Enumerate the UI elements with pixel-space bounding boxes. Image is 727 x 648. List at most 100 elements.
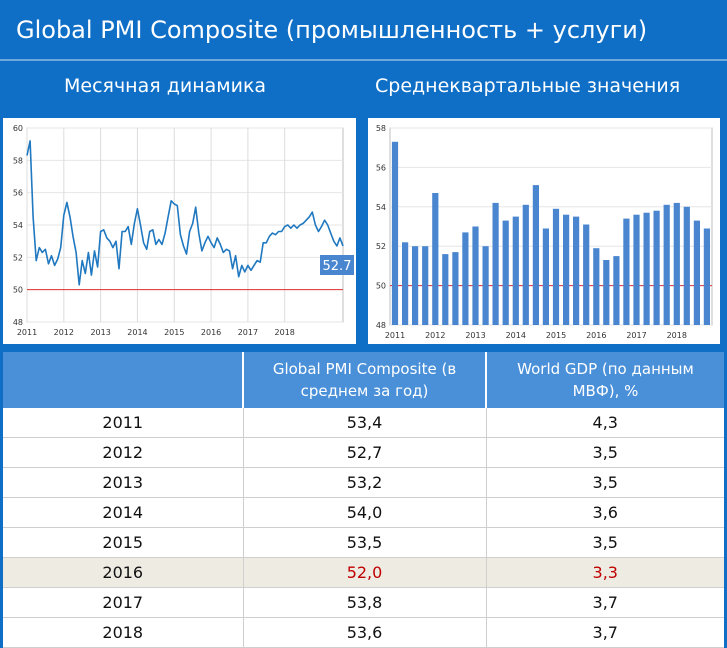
y-tick-label: 60 — [13, 124, 23, 133]
quarter-bar — [683, 206, 690, 325]
x-tick-label: 2014 — [127, 328, 147, 337]
table-header-year — [3, 352, 244, 408]
y-tick-label: 56 — [13, 189, 23, 198]
x-tick-label: 2013 — [90, 328, 110, 337]
quarter-bar — [643, 212, 650, 325]
x-tick-label: 2012 — [54, 328, 74, 337]
table-cell-year: 2011 — [3, 408, 244, 438]
quarter-bar — [492, 202, 499, 325]
quarter-bar — [482, 246, 489, 325]
x-tick-label: 2011 — [17, 328, 37, 337]
table-header-pmi: Global PMI Composite (в среднем за год) — [243, 352, 487, 408]
table-cell-pmi: 53,4 — [243, 408, 487, 438]
table-cell-year: 2015 — [3, 527, 244, 558]
table-cell-gdp: 3,6 — [486, 497, 724, 528]
table-cell-gdp: 3,7 — [486, 587, 724, 618]
x-tick-label: 2016 — [201, 328, 221, 337]
x-tick-label: 2014 — [506, 331, 526, 340]
quarter-bar — [452, 252, 459, 325]
table-row: 2017 53,8 3,7 — [3, 587, 724, 618]
x-tick-label: 2018 — [275, 328, 295, 337]
table-row: 2013 53,2 3,5 — [3, 467, 724, 498]
x-tick-label: 2015 — [164, 328, 184, 337]
table-row: 2016 52,0 3,3 — [3, 557, 724, 588]
table-row: 2015 53,5 3,5 — [3, 527, 724, 558]
table-cell-pmi: 53,2 — [243, 467, 487, 498]
x-tick-label: 2015 — [546, 331, 566, 340]
x-tick-label: 2012 — [425, 331, 445, 340]
y-tick-label: 54 — [13, 221, 23, 230]
quarter-bar — [442, 254, 449, 325]
quarter-bar — [583, 224, 590, 325]
quarter-bar — [573, 216, 580, 325]
quarterly-bar-chart: 48 50 52 54 56 58 2011 2012 2013 2014 2015 2016 2017… — [376, 124, 713, 340]
quarter-bar — [512, 216, 519, 325]
y-tick-label: 58 — [13, 156, 23, 165]
monthly-chart-panel: 48 50 52 54 56 58 60 2011 2012 2013 2014 2015 2016 20… — [3, 118, 356, 344]
y-tick-label: 50 — [13, 286, 23, 295]
summary-table-wrap: Global PMI Composite (в среднем за год) … — [3, 352, 724, 648]
quarter-bar — [693, 220, 700, 325]
table-cell-gdp: 3,7 — [486, 617, 724, 648]
x-tick-label: 2017 — [626, 331, 646, 340]
table-row: 2012 52,7 3,5 — [3, 437, 724, 468]
quarter-bar — [402, 242, 409, 325]
quarter-bar — [422, 246, 429, 325]
y-tick-label: 54 — [376, 203, 386, 212]
quarter-bar — [391, 141, 399, 325]
x-tick-label: 2016 — [586, 331, 606, 340]
monthly-line-chart: 48 50 52 54 56 58 60 2011 2012 2013 2014 2015 2016 20… — [13, 124, 354, 337]
quarter-bar — [522, 204, 529, 325]
table-header-row: Global PMI Composite (в среднем за год) … — [3, 352, 724, 408]
quarter-bar — [412, 246, 419, 325]
quarter-bar — [593, 248, 600, 325]
y-tick-label: 52 — [376, 242, 386, 251]
quarter-bar — [542, 228, 549, 325]
quarter-bar — [432, 193, 439, 325]
last-value-label: 52.7 — [323, 259, 352, 274]
quarter-bar — [532, 185, 539, 325]
y-tick-label: 50 — [376, 282, 386, 291]
quarter-bar — [623, 218, 630, 325]
y-tick-label: 56 — [376, 163, 386, 172]
x-tick-label: 2013 — [465, 331, 485, 340]
y-tick-label: 48 — [376, 321, 386, 330]
quarterly-chart-panel: 48 50 52 54 56 58 2011 2012 2013 2014 2015 2016 2017… — [368, 118, 720, 344]
y-tick-label: 52 — [13, 253, 23, 262]
quarter-bar — [462, 232, 469, 325]
table-row: 2018 53,6 3,7 — [3, 617, 724, 648]
quarter-bar — [703, 228, 710, 325]
quarter-bar — [603, 260, 610, 325]
table-cell-pmi: 52,0 — [243, 557, 487, 588]
quarter-bar — [633, 214, 640, 325]
last-value-callout — [320, 255, 354, 275]
table-cell-year: 2017 — [3, 587, 244, 618]
table-cell-year: 2016 — [3, 557, 244, 588]
x-tick-label: 2017 — [238, 328, 258, 337]
quarter-bar — [613, 256, 620, 325]
x-tick-label: 2018 — [667, 331, 687, 340]
quarter-bar — [563, 214, 570, 325]
table-cell-pmi: 54,0 — [243, 497, 487, 528]
right-chart-subtitle: Среднеквартальные значения — [375, 75, 681, 97]
table-cell-gdp: 3,5 — [486, 437, 724, 468]
table-row: 2014 54,0 3,6 — [3, 497, 724, 528]
left-chart-subtitle: Месячная динамика — [64, 75, 267, 97]
quarter-bar — [472, 226, 479, 325]
x-tick-label: 2011 — [385, 331, 405, 340]
title-divider — [0, 59, 727, 61]
table-cell-gdp: 4,3 — [486, 408, 724, 438]
page-title: Global PMI Composite (промышленность + у… — [16, 16, 648, 44]
quarter-bar — [502, 220, 509, 325]
quarter-bar — [552, 208, 560, 325]
y-tick-label: 48 — [13, 318, 23, 327]
table-cell-gdp: 3,5 — [486, 527, 724, 558]
table-cell-pmi: 53,5 — [243, 527, 487, 558]
y-tick-label: 58 — [376, 124, 386, 133]
table-cell-year: 2012 — [3, 437, 244, 468]
table-cell-year: 2014 — [3, 497, 244, 528]
summary-table: Global PMI Composite (в среднем за год) … — [3, 352, 724, 648]
quarter-bar — [663, 204, 670, 325]
quarter-bar — [653, 210, 660, 325]
table-cell-gdp: 3,3 — [486, 557, 724, 588]
